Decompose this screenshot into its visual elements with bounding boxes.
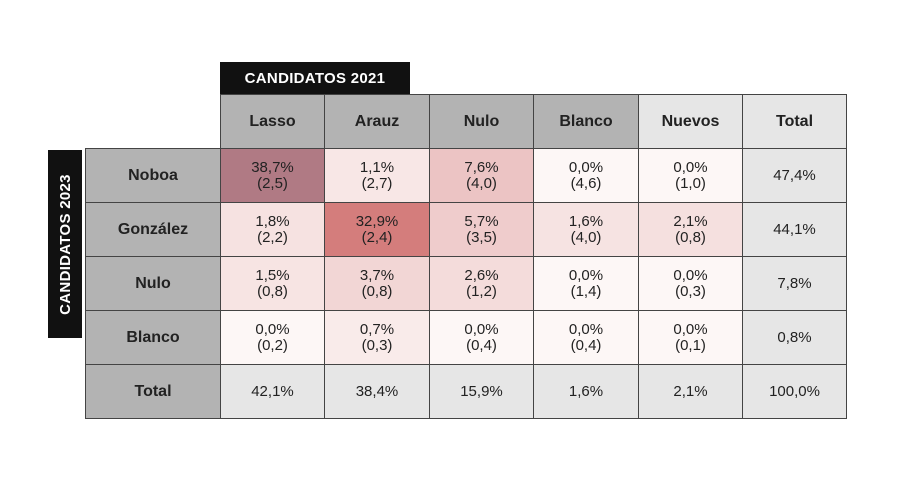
header-row: Lasso Arauz Nulo Blanco Nuevos Total bbox=[86, 94, 847, 149]
cell-percent: 7,6% bbox=[464, 158, 499, 176]
cell-margin-of-error: (0,4) bbox=[466, 336, 497, 354]
table-row: González 1,8% (2,2) 32,9% (2,4) 5,7% (3,5) 1,6%… bbox=[85, 202, 847, 257]
row-total: 7,8% bbox=[742, 256, 847, 311]
cell-percent: 0,0% bbox=[673, 320, 708, 338]
table-row: Nulo 1,5% (0,8) 3,7% (0,8) 2,6% (1,2) 0,0% (1,4)… bbox=[85, 256, 847, 311]
heatmap-cell: 2,6% (1,2) bbox=[429, 256, 534, 311]
column-total: 1,6% bbox=[533, 364, 639, 419]
cell-margin-of-error: (3,5) bbox=[466, 228, 497, 246]
cell-margin-of-error: (2,4) bbox=[361, 228, 393, 246]
cell-margin-of-error: (0,2) bbox=[257, 336, 288, 354]
heatmap-cell: 0,0% (0,1) bbox=[638, 310, 743, 365]
heatmap-cell: 38,7% (2,5) bbox=[220, 148, 325, 203]
heatmap-cell: 1,6% (4,0) bbox=[533, 202, 639, 257]
heatmap-cell: 32,9% (2,4) bbox=[324, 202, 430, 257]
side-axis-caption-text: CANDIDATOS 2023 bbox=[56, 173, 74, 315]
column-total: 2,1% bbox=[638, 364, 743, 419]
row-total: 47,4% bbox=[742, 148, 847, 203]
heatmap-cell: 7,6% (4,0) bbox=[429, 148, 534, 203]
cell-percent: 0,0% bbox=[673, 266, 708, 284]
cell-margin-of-error: (4,0) bbox=[570, 228, 602, 246]
cell-percent: 1,6% bbox=[568, 212, 604, 230]
cell-margin-of-error: (0,4) bbox=[570, 336, 602, 354]
cell-margin-of-error: (1,2) bbox=[466, 282, 497, 300]
cell-percent: 38,7% bbox=[251, 158, 294, 176]
heatmap-cell: 0,0% (0,3) bbox=[638, 256, 743, 311]
cell-margin-of-error: (2,7) bbox=[361, 174, 393, 192]
column-total: 38,4% bbox=[324, 364, 430, 419]
cell-percent: 0,0% bbox=[255, 320, 290, 338]
cell-percent: 0,0% bbox=[568, 266, 604, 284]
side-axis-caption: CANDIDATOS 2023 bbox=[48, 150, 82, 338]
cell-margin-of-error: (0,1) bbox=[675, 336, 706, 354]
col-header-arauz: Arauz bbox=[324, 94, 430, 149]
cell-percent: 2,1% bbox=[673, 212, 708, 230]
cell-margin-of-error: (0,8) bbox=[257, 282, 288, 300]
cell-percent: 0,7% bbox=[359, 320, 395, 338]
cell-percent: 1,1% bbox=[359, 158, 395, 176]
table-row: Blanco 0,0% (0,2) 0,7% (0,3) 0,0% (0,4) 0,0% (0,… bbox=[85, 310, 847, 365]
table-row: Noboa 38,7% (2,5) 1,1% (2,7) 7,6% (4,0) 0,0% (4,… bbox=[85, 148, 847, 203]
cell-margin-of-error: (0,3) bbox=[675, 282, 706, 300]
cell-percent: 0,0% bbox=[568, 158, 604, 176]
heatmap-cell: 0,0% (0,4) bbox=[533, 310, 639, 365]
col-header-nuevos: Nuevos bbox=[638, 94, 743, 149]
heatmap-cell: 3,7% (0,8) bbox=[324, 256, 430, 311]
cell-percent: 1,5% bbox=[255, 266, 290, 284]
cell-percent: 0,0% bbox=[568, 320, 604, 338]
heatmap-cell: 0,0% (1,0) bbox=[638, 148, 743, 203]
cell-margin-of-error: (2,5) bbox=[257, 174, 288, 192]
cell-margin-of-error: (4,6) bbox=[570, 174, 602, 192]
cell-percent: 1,8% bbox=[255, 212, 290, 230]
heatmap-cell: 2,1% (0,8) bbox=[638, 202, 743, 257]
heatmap-cell: 1,1% (2,7) bbox=[324, 148, 430, 203]
transfer-matrix-table: Lasso Arauz Nulo Blanco Nuevos Total Nob… bbox=[85, 94, 847, 419]
heatmap-cell: 1,8% (2,2) bbox=[220, 202, 325, 257]
cell-percent: 2,6% bbox=[464, 266, 499, 284]
col-header-total: Total bbox=[742, 94, 847, 149]
cell-percent: 3,7% bbox=[359, 266, 395, 284]
cell-margin-of-error: (0,8) bbox=[361, 282, 393, 300]
cell-margin-of-error: (0,3) bbox=[361, 336, 393, 354]
heatmap-cell: 0,0% (0,4) bbox=[429, 310, 534, 365]
heatmap-cell: 0,7% (0,3) bbox=[324, 310, 430, 365]
row-header: Blanco bbox=[85, 310, 221, 365]
cell-percent: 32,9% bbox=[355, 212, 399, 230]
cell-margin-of-error: (0,8) bbox=[675, 228, 706, 246]
row-total: 0,8% bbox=[742, 310, 847, 365]
corner-empty bbox=[86, 95, 221, 149]
heatmap-cell: 0,0% (0,2) bbox=[220, 310, 325, 365]
row-header: Nulo bbox=[85, 256, 221, 311]
column-total: 42,1% bbox=[220, 364, 325, 419]
cell-margin-of-error: (2,2) bbox=[257, 228, 288, 246]
row-header: González bbox=[85, 202, 221, 257]
cell-percent: 5,7% bbox=[464, 212, 499, 230]
heatmap-cell: 0,0% (1,4) bbox=[533, 256, 639, 311]
top-axis-caption: CANDIDATOS 2021 bbox=[220, 62, 410, 94]
cell-margin-of-error: (4,0) bbox=[466, 174, 497, 192]
heatmap-cell: 5,7% (3,5) bbox=[429, 202, 534, 257]
col-header-blanco: Blanco bbox=[533, 94, 639, 149]
heatmap-cell: 0,0% (4,6) bbox=[533, 148, 639, 203]
col-header-lasso: Lasso bbox=[220, 94, 325, 149]
cell-margin-of-error: (1,4) bbox=[570, 282, 602, 300]
cell-percent: 0,0% bbox=[464, 320, 499, 338]
row-header: Noboa bbox=[85, 148, 221, 203]
heatmap-cell: 1,5% (0,8) bbox=[220, 256, 325, 311]
row-total: 44,1% bbox=[742, 202, 847, 257]
cell-margin-of-error: (1,0) bbox=[675, 174, 706, 192]
column-total: 100,0% bbox=[742, 364, 847, 419]
col-header-nulo: Nulo bbox=[429, 94, 534, 149]
totals-row-header: Total bbox=[85, 364, 221, 419]
totals-row: Total 42,1% 38,4% 15,9% 1,6% 2,1% 100,0% bbox=[85, 364, 847, 419]
column-total: 15,9% bbox=[429, 364, 534, 419]
cell-percent: 0,0% bbox=[673, 158, 708, 176]
